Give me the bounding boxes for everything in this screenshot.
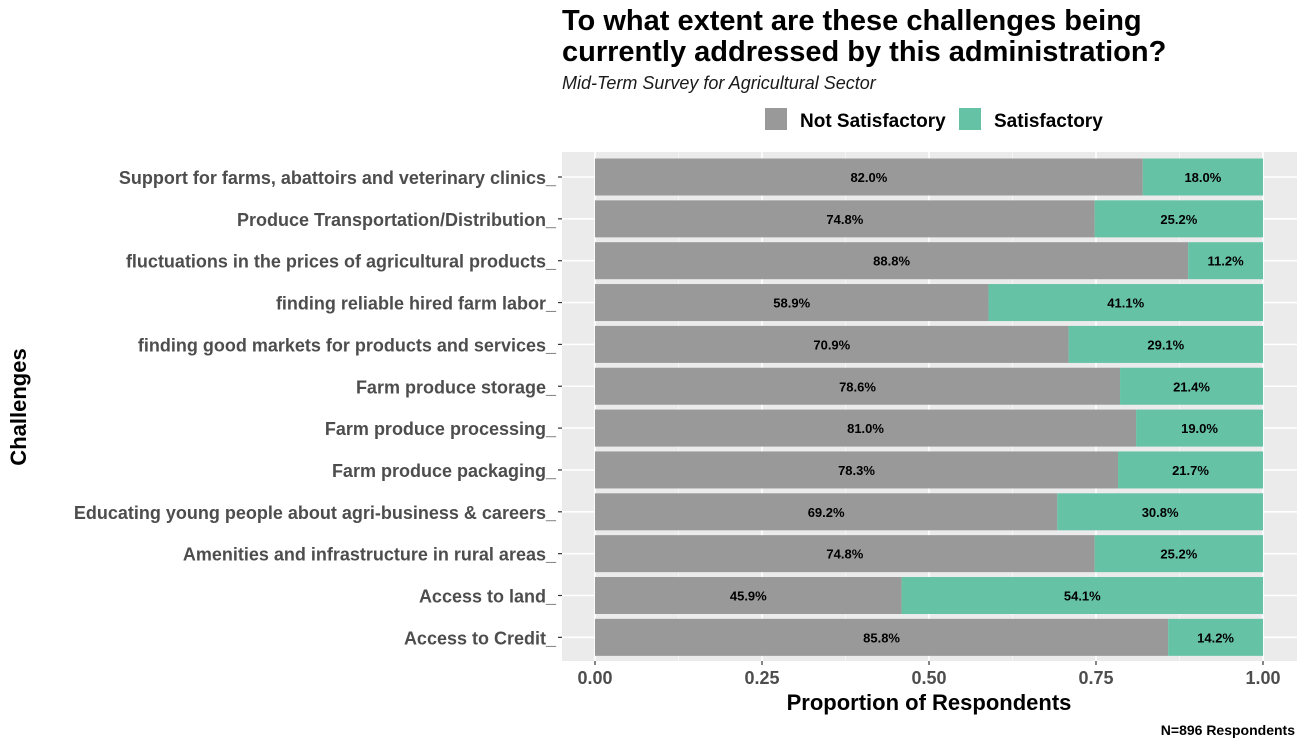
x-tick-label: 1.00	[1245, 668, 1280, 688]
x-tick-label: 0.50	[911, 668, 946, 688]
data-label: 58.9%	[773, 296, 810, 311]
bar-not-satisfactory	[595, 451, 1119, 489]
data-label: 25.2%	[1160, 547, 1197, 562]
bar-not-satisfactory	[595, 618, 1169, 656]
legend: Not Satisfactory Satisfactory	[765, 108, 1103, 132]
data-label: 25.2%	[1160, 212, 1197, 227]
bar-not-satisfactory	[595, 325, 1069, 363]
category-label: Educating young people about agri-busine…	[74, 503, 557, 523]
x-axis-ticks: 0.00 0.25 0.50 0.75 1.00	[577, 661, 1281, 688]
bar-satisfactory	[988, 284, 1263, 322]
data-label: 11.2%	[1208, 254, 1245, 269]
bar-satisfactory	[1142, 158, 1263, 196]
data-label: 85.8%	[863, 630, 900, 645]
bar-not-satisfactory	[595, 493, 1058, 531]
bar-satisfactory	[1136, 409, 1263, 447]
bar-not-satisfactory	[595, 409, 1137, 447]
bar-satisfactory	[1057, 493, 1263, 531]
category-label: Farm produce storage_	[356, 377, 557, 397]
data-label: 29.1%	[1147, 337, 1184, 352]
data-label: 18.0%	[1184, 170, 1221, 185]
category-labels: Support for farms, abattoirs and veterin…	[74, 168, 562, 648]
bar-not-satisfactory	[595, 158, 1143, 196]
data-label: 78.3%	[838, 463, 875, 478]
data-label: 41.1%	[1107, 296, 1144, 311]
data-label: 14.2%	[1197, 630, 1234, 645]
bar-not-satisfactory	[595, 242, 1189, 280]
data-label: 74.8%	[826, 212, 863, 227]
data-label: 21.7%	[1172, 463, 1209, 478]
data-label: 81.0%	[847, 421, 884, 436]
legend-label: Not Satisfactory	[800, 111, 946, 132]
data-label: 21.4%	[1173, 379, 1210, 394]
data-label: 74.8%	[826, 547, 863, 562]
data-label: 69.2%	[808, 505, 845, 520]
bar-satisfactory	[1188, 242, 1263, 280]
data-label: 70.9%	[813, 337, 850, 352]
legend-label: Satisfactory	[994, 111, 1103, 132]
data-label: 78.6%	[839, 379, 876, 394]
bar-satisfactory	[901, 577, 1263, 614]
x-tick-label: 0.75	[1078, 668, 1113, 688]
category-label: Access to Credit_	[404, 628, 557, 648]
bar-not-satisfactory	[595, 577, 902, 614]
category-label: Amenities and infrastructure in rural ar…	[183, 545, 557, 565]
bar-not-satisfactory	[595, 284, 989, 322]
data-label: 82.0%	[850, 170, 887, 185]
legend-key-satisfactory	[959, 108, 981, 130]
chart-subtitle: Mid-Term Survey for Agricultural Sector	[562, 73, 877, 93]
bars	[595, 158, 1263, 656]
category-label: Access to land_	[419, 587, 557, 607]
data-label: 88.8%	[873, 254, 910, 269]
bar-satisfactory	[1094, 200, 1263, 238]
x-tick-label: 0.00	[577, 668, 612, 688]
bar-satisfactory	[1094, 535, 1263, 573]
x-axis-title: Proportion of Respondents	[787, 690, 1072, 715]
bar-satisfactory	[1118, 451, 1263, 489]
bar-satisfactory	[1068, 325, 1263, 363]
legend-key-not-satisfactory	[765, 108, 787, 130]
bar-not-satisfactory	[595, 535, 1095, 573]
chart-title-line-2: currently addressed by this administrati…	[562, 36, 1166, 68]
x-tick-label: 0.25	[744, 668, 779, 688]
y-axis-title: Challenges	[6, 348, 31, 465]
category-label: Farm produce packaging_	[332, 461, 557, 481]
category-label: Farm produce processing_	[325, 419, 557, 439]
caption: N=896 Respondents	[1161, 722, 1295, 738]
category-label: Produce Transportation/Distribution_	[237, 210, 557, 230]
bar-not-satisfactory	[595, 200, 1095, 238]
bar-satisfactory	[1120, 367, 1263, 405]
category-label: finding good markets for products and se…	[138, 335, 557, 355]
data-label: 19.0%	[1181, 421, 1218, 436]
bar-not-satisfactory	[595, 367, 1121, 405]
data-label: 54.1%	[1064, 589, 1101, 604]
category-label: Support for farms, abattoirs and veterin…	[119, 168, 557, 188]
data-label: 30.8%	[1142, 505, 1179, 520]
bar-satisfactory	[1168, 618, 1263, 656]
chart-title-line-1: To what extent are these challenges bein…	[562, 5, 1142, 37]
category-label: fluctuations in the prices of agricultur…	[126, 252, 557, 272]
data-label: 45.9%	[730, 589, 767, 604]
data-labels: 82.0% 18.0% 74.8% 25.2% 88.8% 11.2% 58.9% 41.1%…	[730, 170, 1244, 645]
category-label: finding reliable hired farm labor_	[276, 294, 557, 314]
